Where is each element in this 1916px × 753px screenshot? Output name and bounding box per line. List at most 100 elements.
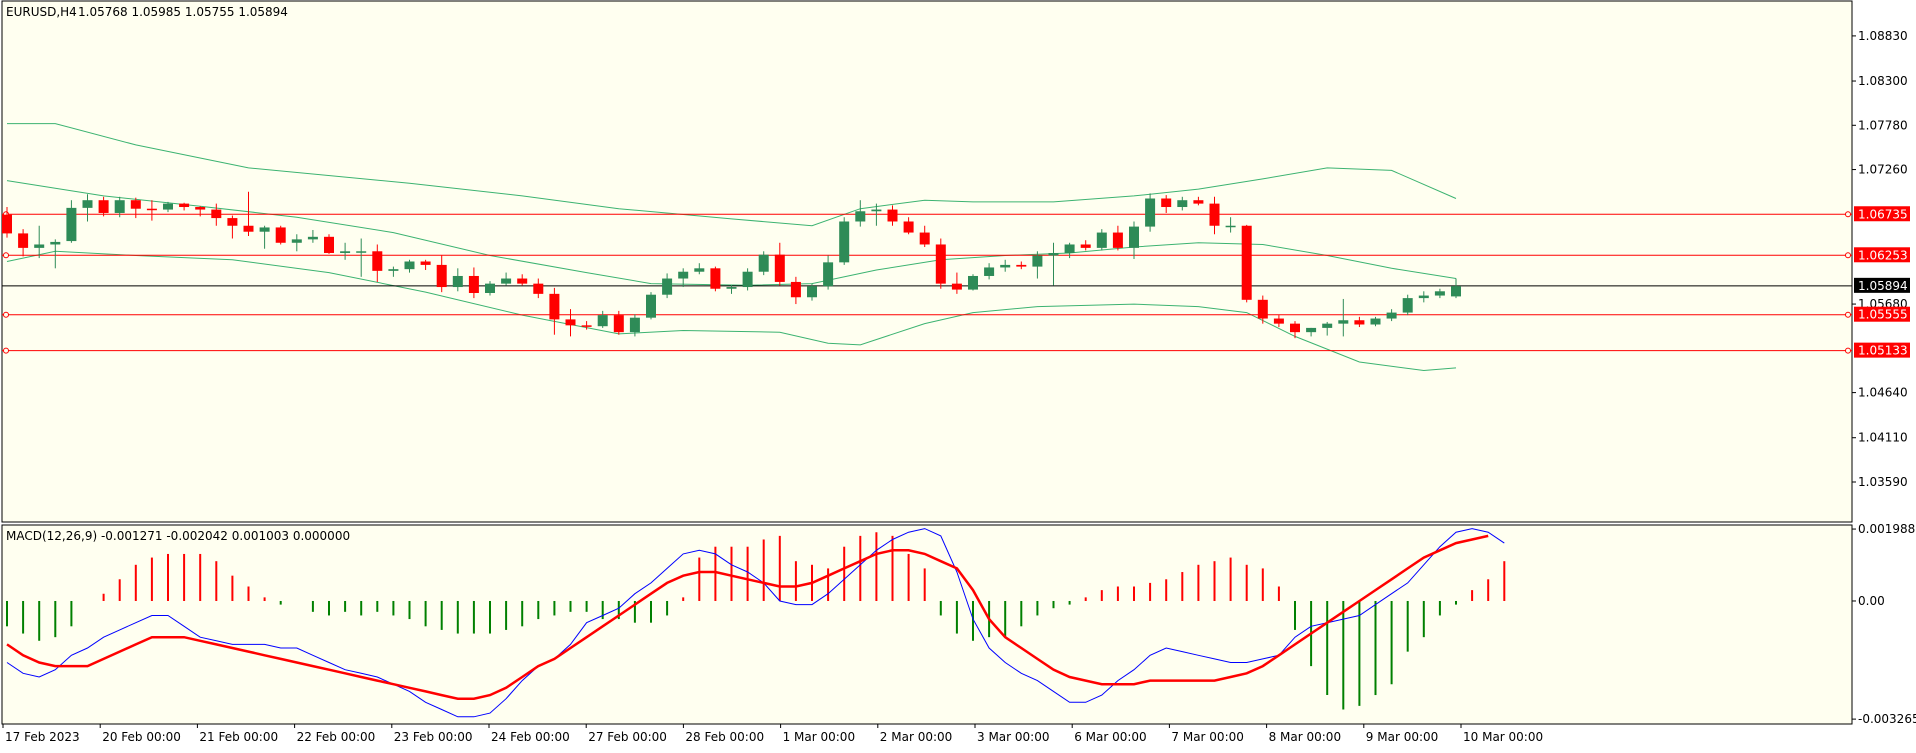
candle-body: [935, 244, 946, 284]
candle: [179, 202, 190, 211]
candle-body: [227, 218, 238, 226]
ohlc-readout: 1.05768 1.05985 1.05755 1.05894: [78, 5, 288, 19]
candle-body: [1209, 203, 1220, 226]
candle: [1016, 261, 1027, 270]
candle-body: [1257, 299, 1268, 319]
candle: [195, 206, 206, 217]
candle-body: [259, 227, 270, 232]
candle-body: [1161, 198, 1172, 208]
candle: [597, 310, 608, 328]
time-axis: 17 Feb 2023 20 Feb 00:00 21 Feb 00:00 22 Fe…: [2, 724, 1543, 744]
candle: [211, 203, 222, 226]
level-price-tag: [1854, 342, 1910, 358]
time-tick-label: 27 Feb 00:00: [588, 730, 667, 744]
candle-body: [517, 278, 528, 284]
price-tick-label: 1.08300: [1858, 74, 1908, 88]
macd-readout: MACD(12,26,9) -0.001271 -0.002042 0.0010…: [6, 529, 350, 543]
time-tick-label: 10 Mar 00:00: [1463, 730, 1543, 744]
candle: [275, 225, 286, 245]
candle-body: [82, 200, 93, 208]
time-tick-label: 1 Mar 00:00: [783, 730, 856, 744]
candle-body: [678, 271, 689, 279]
time-tick-label: 9 Mar 00:00: [1366, 730, 1439, 744]
candle: [163, 201, 173, 213]
candle-body: [1177, 200, 1188, 208]
time-tick-label: 21 Feb 00:00: [199, 730, 278, 744]
candle: [613, 310, 624, 335]
candle: [903, 217, 914, 235]
price-tick-label: 1.08830: [1858, 29, 1908, 43]
time-tick-label: 22 Feb 00:00: [297, 730, 376, 744]
candle: [1145, 193, 1156, 232]
candle-body: [597, 315, 608, 327]
candle: [340, 242, 351, 260]
candle-body: [742, 271, 753, 288]
candle-body: [1273, 318, 1284, 324]
price-axis: 1.08830 1.08300 1.07780 1.07260 1.06735 1.062…: [1852, 29, 1910, 489]
candle: [790, 276, 801, 305]
level-price-label: 1.05555: [1858, 308, 1908, 322]
candle-body: [163, 203, 173, 210]
candle-body: [1096, 232, 1107, 248]
candle-body: [114, 200, 125, 213]
candle: [291, 234, 302, 252]
candle: [517, 274, 528, 286]
candle-body: [50, 241, 61, 245]
candle-body: [34, 244, 45, 248]
candle: [259, 225, 270, 249]
candle-body: [243, 225, 254, 232]
candle-body: [130, 200, 141, 209]
time-tick-label: 8 Mar 00:00: [1269, 730, 1342, 744]
candle-body: [1354, 320, 1365, 325]
candle: [726, 285, 737, 294]
candle: [646, 292, 656, 320]
candle: [66, 200, 77, 243]
candle-body: [1241, 225, 1252, 300]
candle-body: [694, 268, 705, 272]
candle-body: [1386, 312, 1397, 319]
candle: [1000, 259, 1011, 272]
candle: [82, 194, 93, 222]
candle: [227, 215, 238, 239]
level-price-label: 1.06735: [1858, 207, 1908, 221]
candle-body: [758, 254, 769, 272]
macd-tick-label: 0.00: [1858, 594, 1885, 608]
candle-body: [1370, 318, 1381, 325]
level-anchor-left: [3, 311, 9, 318]
candle: [130, 197, 141, 219]
time-tick-label: 28 Feb 00:00: [685, 730, 764, 744]
candle-body: [613, 315, 624, 333]
candle-body: [629, 317, 640, 333]
candle-body: [839, 221, 850, 263]
candle: [420, 259, 431, 271]
band-lower-line: [6, 250, 1457, 372]
price-tick-label: 1.04110: [1858, 431, 1908, 445]
candle-body: [774, 254, 785, 282]
candle-body: [1322, 323, 1333, 328]
candle: [1402, 294, 1413, 316]
candle: [678, 268, 689, 288]
candle-body: [887, 209, 898, 222]
candle-body: [485, 283, 495, 293]
candle: [823, 255, 834, 290]
price-tick-label: 1.03590: [1858, 475, 1908, 489]
candle-body: [275, 227, 286, 243]
macd-panel-background: [1, 524, 1853, 725]
time-tick-label: 2 Mar 00:00: [880, 730, 953, 744]
level-price-label: 1.06253: [1858, 248, 1908, 262]
time-tick-label: 17 Feb 2023: [5, 730, 80, 744]
candle: [1225, 217, 1236, 233]
candle-body: [404, 261, 415, 270]
candle: [404, 259, 415, 273]
candle-body: [468, 275, 479, 293]
candle: [984, 263, 995, 280]
candle: [807, 283, 817, 301]
candle: [372, 244, 383, 282]
candle-body: [581, 325, 592, 327]
candle-body: [710, 268, 721, 289]
candle-body: [146, 208, 157, 211]
time-tick-label: 20 Feb 00:00: [102, 730, 181, 744]
candle-body: [1193, 200, 1204, 204]
candle-body: [1145, 198, 1156, 227]
